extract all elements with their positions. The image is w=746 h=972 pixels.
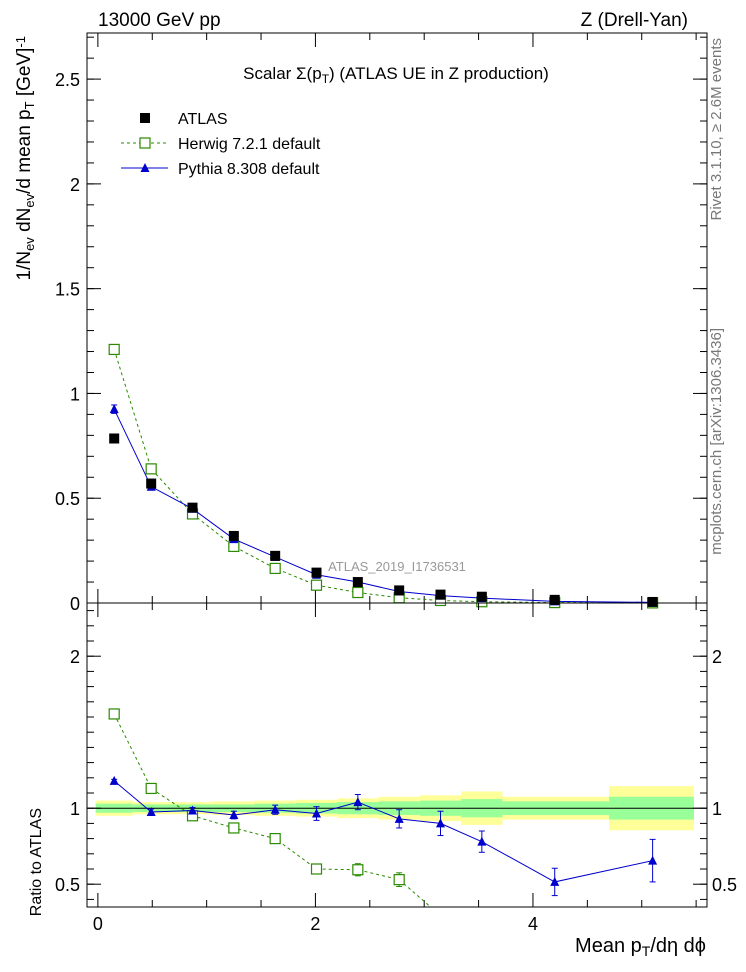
main-pythia-point (109, 404, 119, 414)
main-herwig-point (108, 343, 120, 356)
ratio-ylabel: Ratio to ATLAS (28, 808, 45, 916)
ratio-pythia-point (394, 813, 404, 823)
main-atlas-point (352, 577, 363, 588)
legend-label: Herwig 7.2.1 default (178, 136, 321, 153)
ratio-panel: 0.5 0.5 1 1 2 2 0 2 4 Ratio to ATLAS Mean pT/dη … (28, 602, 737, 959)
main-atlas-point (647, 596, 658, 607)
ratio-pythia-point (270, 804, 280, 814)
ratio-herwig-point (145, 782, 157, 795)
main-atlas-point (394, 585, 405, 596)
ratio-pythia-point (353, 797, 363, 807)
ratio-herwig-point (108, 708, 120, 720)
ratio-ytick-label: 1 (70, 799, 80, 819)
main-ytick-label: 1 (70, 384, 80, 404)
main-ytick-label: 2.5 (55, 70, 80, 90)
ratio-pythia-line (113, 780, 653, 883)
ratio-herwig-point (269, 832, 281, 845)
ratio-herwig-line (113, 713, 400, 881)
main-atlas-point (270, 550, 281, 561)
legend-marker (139, 137, 151, 149)
header-left: 13000 GeV pp (98, 10, 221, 31)
main-atlas-point (476, 591, 487, 602)
legend-label: Pythia 8.308 default (178, 161, 320, 178)
ratio-pythia-point (188, 805, 198, 815)
ratio-ytick-label: 2 (70, 647, 80, 667)
legend-marker (140, 163, 150, 172)
ratio-pythia-point (436, 818, 446, 828)
main-herwig-line (113, 349, 653, 604)
main-herwig-point (352, 586, 364, 599)
main-atlas-point (187, 502, 198, 513)
main-ytick-label: 0.5 (55, 489, 80, 509)
legend-label: ATLAS (178, 111, 228, 128)
main-atlas-point (311, 567, 322, 578)
ratio-ytick-label-right: 0.5 (712, 875, 737, 895)
main-atlas-point (228, 530, 239, 541)
ratio-ytick-label: 0.5 (55, 875, 80, 895)
main-atlas-point (435, 589, 446, 600)
rivet-label: Rivet 3.1.10, ≥ 2.6M events (708, 38, 725, 221)
ratio-pythia-point (146, 807, 156, 816)
ratio-pythia-point (477, 836, 487, 846)
ratio-herwig-point (228, 822, 240, 834)
header-right: Z (Drell-Yan) (581, 10, 688, 31)
source-label: mcplots.cern.ch [arXiv:1306.3436] (708, 328, 725, 555)
ratio-ytick-label-right: 2 (712, 647, 722, 667)
main-atlas-point (109, 433, 120, 444)
ratio-herwig-point (310, 863, 323, 875)
ratio-herwig-point (352, 864, 364, 876)
main-ytick-label: 0 (70, 594, 80, 614)
x-tick-label: 2 (310, 914, 320, 934)
main-herwig-point (145, 463, 157, 475)
ratio-pythia-point (312, 808, 322, 818)
legend: ATLAS Herwig 7.2.1 default Pythia 8.308 de… (121, 111, 321, 178)
main-panel: 0 0.5 1 1.5 2 2.5 Scalar Σ(pT) (ATLAS UE in Z… (13, 32, 708, 614)
ratio-pythia-point (648, 855, 658, 865)
main-axes: 0 0.5 1 1.5 2 2.5 (55, 33, 707, 614)
ratio-axes: 0.5 0.5 1 1 2 2 0 2 4 (55, 603, 737, 934)
main-pythia-line (113, 408, 653, 603)
x-tick-label: 4 (528, 914, 538, 934)
ratio-herwig-point (393, 874, 405, 886)
main-ylabel: 1/Nev dNev/d mean pT [GeV]-1 (13, 36, 37, 281)
ratio-frame (86, 602, 708, 908)
ratio-pythia-point (550, 876, 560, 886)
main-herwig-point (269, 562, 281, 575)
ratio-pythia-point (109, 775, 119, 785)
ratio-series (108, 708, 658, 908)
main-atlas-point (549, 594, 560, 605)
legend-marker (140, 113, 150, 123)
ratio-ytick-label-right: 1 (712, 799, 722, 819)
main-ytick-label: 1.5 (55, 280, 80, 300)
main-title: Scalar Σ(pT) (ATLAS UE in Z production) (243, 64, 549, 86)
ratio-pythia-point (229, 810, 239, 820)
main-herwig-point (310, 579, 323, 591)
main-atlas-point (146, 478, 157, 489)
main-series (108, 343, 659, 609)
x-tick-label: 0 (93, 914, 103, 934)
watermark: ATLAS_2019_I1736531 (328, 559, 466, 574)
main-ytick-label: 2 (70, 175, 80, 195)
x-axis-label: Mean pT/dη dϕ (575, 935, 706, 959)
